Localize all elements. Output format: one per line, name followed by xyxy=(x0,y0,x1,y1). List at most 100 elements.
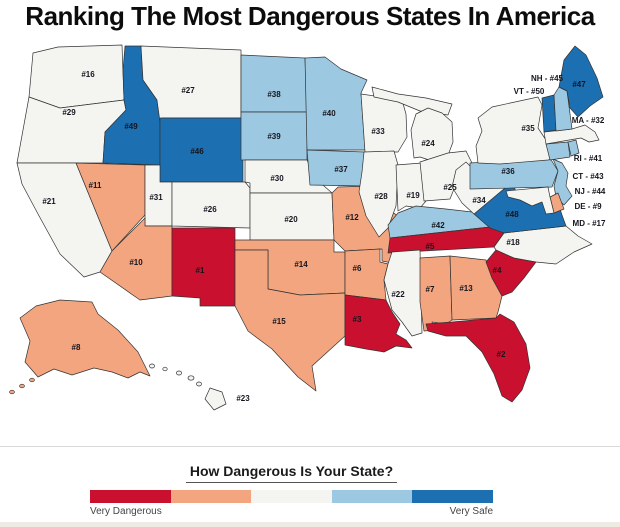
state-nd xyxy=(240,54,308,113)
state-or-label: #29 xyxy=(62,108,76,117)
state-wi-label: #33 xyxy=(371,127,385,136)
page-title: Ranking The Most Dangerous States In Ame… xyxy=(25,1,595,31)
state-nh xyxy=(553,86,573,132)
side-label-nh: NH - #45 xyxy=(531,74,564,83)
legend-swatch-very-dangerous xyxy=(90,490,171,503)
state-ky-label: #42 xyxy=(431,221,445,230)
state-ny-label: #35 xyxy=(521,124,535,133)
state-il xyxy=(358,150,399,238)
state-ca-label: #21 xyxy=(42,197,56,206)
legend-swatch-dangerous xyxy=(171,490,251,503)
state-va-label: #48 xyxy=(505,210,519,219)
state-ms-label: #22 xyxy=(391,290,405,299)
state-ri xyxy=(567,139,580,157)
state-wa xyxy=(28,44,125,109)
state-ma xyxy=(543,124,600,145)
state-tx xyxy=(234,249,346,392)
state-la-label: #3 xyxy=(353,315,362,324)
state-hi xyxy=(149,363,227,411)
state-fl-label: #2 xyxy=(497,350,506,359)
ak-aleutian-island xyxy=(29,377,35,383)
state-md xyxy=(505,186,555,215)
state-la xyxy=(344,294,413,353)
state-ok-label: #14 xyxy=(294,260,308,269)
side-label-ma: MA - #32 xyxy=(572,116,605,125)
state-mn xyxy=(304,56,368,151)
state-sd-label: #39 xyxy=(267,132,281,141)
state-in-label: #19 xyxy=(406,191,420,200)
divider xyxy=(0,446,620,447)
hi-island xyxy=(196,381,202,387)
state-az xyxy=(99,217,173,301)
state-wa-label: #16 xyxy=(81,70,95,79)
state-nc-label: #18 xyxy=(506,238,520,247)
state-id-label: #49 xyxy=(124,122,138,131)
state-ks-label: #20 xyxy=(284,215,298,224)
state-mi-upper-peninsula xyxy=(371,86,453,116)
side-label-md: MD - #17 xyxy=(573,219,606,228)
state-nm-label: #1 xyxy=(196,266,205,275)
side-label-ri: RI - #41 xyxy=(574,154,603,163)
state-ak-mainland xyxy=(19,299,151,379)
hi-island xyxy=(187,375,195,381)
state-sc-label: #4 xyxy=(493,266,502,275)
state-nd-label: #38 xyxy=(267,90,281,99)
legend-color-scale xyxy=(90,490,493,503)
footer-strip xyxy=(0,522,620,527)
state-ny xyxy=(475,96,557,165)
state-ia-label: #37 xyxy=(334,165,348,174)
legend-label-very-safe: Very Safe xyxy=(449,506,493,517)
ak-aleutian-island xyxy=(9,389,15,395)
legend-swatch-neutral xyxy=(251,490,332,503)
state-ak xyxy=(9,299,151,395)
legend: How Dangerous Is Your State? Very Danger… xyxy=(90,463,493,517)
state-wy-label: #46 xyxy=(190,147,204,156)
state-mt-label: #27 xyxy=(181,86,195,95)
state-pa-label: #36 xyxy=(501,167,515,176)
legend-heading: How Dangerous Is Your State? xyxy=(90,463,493,483)
hi-island xyxy=(176,370,182,376)
legend-labels: Very Dangerous Very Safe xyxy=(90,506,493,517)
state-me xyxy=(558,45,604,118)
legend-swatch-very-safe xyxy=(412,490,493,503)
ak-aleutian-island xyxy=(19,383,25,389)
state-wv-label: #34 xyxy=(472,196,486,205)
state-oh-label: #25 xyxy=(443,183,457,192)
state-vt xyxy=(541,94,557,133)
legend-label-very-dangerous: Very Dangerous xyxy=(90,506,162,517)
hi-island xyxy=(162,366,168,372)
state-mo-label: #12 xyxy=(345,213,359,222)
state-tn-label: #5 xyxy=(426,242,435,251)
side-label-de: DE - #9 xyxy=(574,202,602,211)
legend-swatch-safe xyxy=(332,490,412,503)
state-hi-label: #23 xyxy=(236,394,250,403)
state-ne-label: #30 xyxy=(270,174,284,183)
state-ct xyxy=(545,141,571,161)
state-nv-label: #11 xyxy=(89,181,102,190)
side-label-nj: NJ - #44 xyxy=(575,187,606,196)
state-ak-label: #8 xyxy=(72,343,81,352)
state-mi-label: #24 xyxy=(421,139,435,148)
state-al-label: #7 xyxy=(426,285,435,294)
state-mi xyxy=(371,86,454,162)
state-il-label: #28 xyxy=(374,192,388,201)
state-fl xyxy=(425,313,531,403)
hi-island xyxy=(149,363,155,369)
state-tx-label: #15 xyxy=(272,317,286,326)
state-ar xyxy=(344,248,389,301)
state-ut-label: #31 xyxy=(149,193,163,202)
state-mi-mitten xyxy=(410,107,454,162)
state-me-label: #47 xyxy=(572,80,586,89)
side-label-vt: VT - #50 xyxy=(514,87,545,96)
state-az-label: #10 xyxy=(129,258,143,267)
state-mn-label: #40 xyxy=(322,109,336,118)
state-ar-label: #6 xyxy=(353,264,362,273)
side-label-ct: CT - #43 xyxy=(572,172,604,181)
state-nm xyxy=(171,227,236,307)
state-co-label: #26 xyxy=(203,205,217,214)
legend-title: How Dangerous Is Your State? xyxy=(185,463,398,483)
state-ga-label: #13 xyxy=(459,284,473,293)
hi-big-island xyxy=(204,387,227,411)
